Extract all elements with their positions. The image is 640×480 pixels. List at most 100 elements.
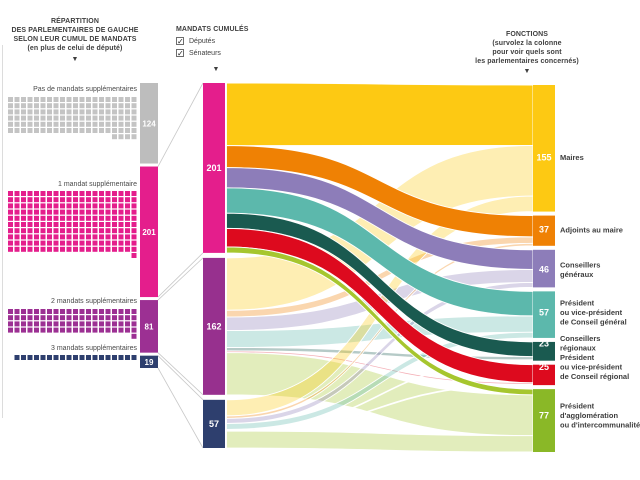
middle-header-title: MANDATS CUMULÉS <box>176 26 249 33</box>
waffle-square <box>131 246 137 252</box>
waffle-square <box>14 222 20 227</box>
mid-bar-segment[interactable] <box>203 83 225 253</box>
right-bar-segment[interactable] <box>533 341 555 361</box>
waffle-square <box>118 128 124 133</box>
waffle-square <box>34 121 39 127</box>
waffle-square <box>99 315 104 321</box>
waffle-square <box>66 234 72 240</box>
waffle-square <box>118 246 124 252</box>
right-bar-segment[interactable] <box>533 389 555 452</box>
waffle-square <box>73 97 78 102</box>
waffle-square <box>27 246 33 252</box>
waffle-square <box>40 234 46 240</box>
waffle-square <box>86 121 91 127</box>
waffle-square <box>27 121 33 127</box>
waffle-square <box>53 234 59 240</box>
mid-bar-segment[interactable] <box>203 257 225 395</box>
waffle-square <box>125 355 130 360</box>
waffle-square <box>105 97 111 102</box>
waffle-square <box>14 246 20 252</box>
waffle-square <box>66 327 72 333</box>
waffle-square <box>118 315 124 321</box>
waffle-square <box>79 234 85 240</box>
waffle-square <box>60 97 65 102</box>
waffle-square <box>40 315 46 321</box>
right-bar-segment[interactable] <box>533 291 555 338</box>
waffle-square <box>92 327 98 333</box>
waffle-square <box>27 128 33 133</box>
flow-band[interactable] <box>226 82 534 147</box>
waffle-square <box>118 197 124 203</box>
waffle-square <box>53 115 59 121</box>
waffle-square <box>40 327 46 333</box>
bar-value-label: 201 <box>142 228 156 237</box>
left-column-header: RÉPARTITION DES PARLEMENTAIRES DE GAUCHE… <box>0 17 150 53</box>
waffle-square <box>99 321 104 327</box>
waffle-square <box>92 97 98 102</box>
flow-band[interactable] <box>226 331 534 430</box>
waffle-square <box>8 215 13 221</box>
waffle-square <box>73 315 78 321</box>
waffle-square <box>105 197 111 203</box>
waffle-square <box>34 327 39 333</box>
deputes-checkbox[interactable]: ✓ Députés <box>176 37 296 46</box>
right-bar-segment[interactable] <box>533 215 555 246</box>
waffle-square <box>99 128 104 133</box>
waffle-square <box>66 228 72 234</box>
waffle-square <box>34 315 39 321</box>
right-header-line: les parlementaires concernés) <box>475 58 579 65</box>
function-label: d'agglomération <box>560 411 618 420</box>
checkbox-checked-icon[interactable]: ✓ <box>176 49 184 58</box>
waffle-square <box>125 115 130 121</box>
middle-column-header: MANDATS CUMULÉS ✓ Députés ✓ Sénateurs <box>176 26 296 58</box>
waffle-square <box>112 355 117 360</box>
waffle-square <box>125 309 130 314</box>
waffle-square <box>60 240 65 246</box>
waffle-square <box>34 197 39 203</box>
waffle-square <box>118 97 124 102</box>
waffle-square <box>99 103 104 109</box>
waffle-square <box>34 228 39 234</box>
waffle-square <box>34 246 39 252</box>
waffle-square <box>112 240 117 246</box>
waffle-square <box>92 240 98 246</box>
waffle-square <box>73 309 78 314</box>
senateurs-checkbox[interactable]: ✓ Sénateurs <box>176 49 296 58</box>
left-header-line: RÉPARTITION <box>50 18 100 25</box>
waffle-square <box>125 121 130 127</box>
waffle-square <box>131 228 137 234</box>
waffle-square <box>99 222 104 227</box>
waffle-square <box>105 321 111 327</box>
checkbox-checked-icon[interactable]: ✓ <box>176 37 184 46</box>
waffle-square <box>14 228 20 234</box>
waffle-square <box>92 109 98 115</box>
waffle-square <box>14 197 20 203</box>
waffle-square <box>21 228 26 234</box>
waffle-square <box>40 115 46 121</box>
right-bar-segment[interactable] <box>533 249 555 288</box>
waffle-square <box>66 355 72 360</box>
waffle-square <box>79 215 85 221</box>
waffle-square <box>66 240 72 246</box>
waffle-square <box>27 215 33 221</box>
waffle-square <box>60 222 65 227</box>
waffle-square <box>66 103 72 109</box>
waffle-square <box>131 321 137 327</box>
waffle-square <box>118 355 124 360</box>
right-bar-segment[interactable] <box>533 364 555 386</box>
waffle-square <box>14 191 20 196</box>
waffle-square <box>131 115 137 121</box>
function-label: ou vice-président <box>560 363 623 372</box>
waffle-square <box>86 215 91 221</box>
waffle-square <box>14 327 20 333</box>
mid-bar-segment[interactable] <box>203 399 225 448</box>
right-bar-segment[interactable] <box>533 85 555 212</box>
waffle-label: 1 mandat supplémentaire <box>58 181 137 188</box>
waffle-square <box>118 191 124 196</box>
waffle-square <box>125 246 130 252</box>
waffle-square <box>21 191 26 196</box>
waffle-square <box>79 103 85 109</box>
waffle-square <box>27 228 33 234</box>
